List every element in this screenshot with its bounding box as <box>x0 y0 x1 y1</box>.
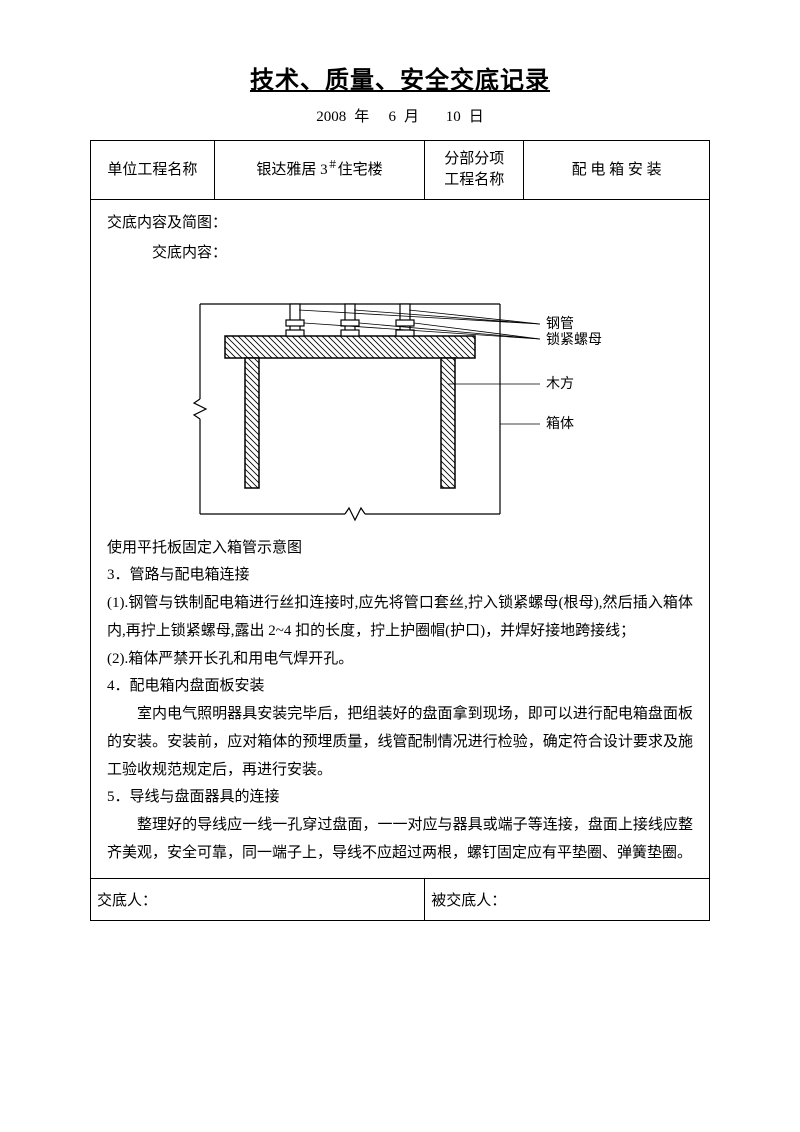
header-col2-value: 配 电 箱 安 装 <box>524 141 710 200</box>
label-box: 箱体 <box>546 416 574 432</box>
content-heading: 交底内容及简图： <box>107 210 693 238</box>
section-3-2: (2).箱体严禁开长孔和用电气焊开孔。 <box>107 646 693 674</box>
diagram-wrap: 钢管 锁紧螺母 木方 箱体 <box>107 274 693 529</box>
footer-row: 交底人： 被交底人： <box>91 878 710 920</box>
section-4-title: 4．配电箱内盘面板安装 <box>107 673 693 701</box>
month-unit: 月 <box>404 109 419 125</box>
project-name-suffix: 住宅楼 <box>338 162 383 178</box>
footer-right: 被交底人： <box>425 878 710 920</box>
header-col1-label: 单位工程名称 <box>91 141 215 200</box>
content-row: 交底内容及简图： 交底内容： <box>91 200 710 879</box>
date-line: 2008 年 6月 10 日 <box>90 105 710 126</box>
label-steel-pipe: 钢管 <box>546 316 574 332</box>
diagram-caption: 使用平托板固定入箱管示意图 <box>107 535 693 563</box>
month-value: 6 <box>388 109 396 125</box>
day-value: 10 <box>446 109 461 125</box>
year-unit: 年 <box>354 109 369 125</box>
footer-left: 交底人： <box>91 878 425 920</box>
year-value: 2008 <box>316 109 346 125</box>
content-cell: 交底内容及简图： 交底内容： <box>91 200 710 879</box>
project-name-sup: ＃ <box>328 160 338 171</box>
project-name-prefix: 银达雅居 3 <box>256 162 327 178</box>
section-3-title: 3．管路与配电箱连接 <box>107 562 693 590</box>
content-subheading: 交底内容： <box>107 240 693 268</box>
section-4-body: 室内电气照明器具安装完毕后，把组装好的盘面拿到现场，即可以进行配电箱盘面板的安装… <box>107 701 693 784</box>
header-row: 单位工程名称 银达雅居 3＃住宅楼 分部分项 工程名称 配 电 箱 安 装 <box>91 141 710 200</box>
section-5-title: 5．导线与盘面器具的连接 <box>107 784 693 812</box>
body-text: 使用平托板固定入箱管示意图 3．管路与配电箱连接 (1).钢管与铁制配电箱进行丝… <box>107 535 693 868</box>
section-3-1: (1).钢管与铁制配电箱进行丝扣连接时,应先将管口套丝,拧入锁紧螺母(根母),然… <box>107 590 693 646</box>
header-col2-label-line1: 分部分项 <box>444 151 504 167</box>
box-pipe-diagram: 钢管 锁紧螺母 木方 箱体 <box>170 274 630 529</box>
pipe-group <box>286 304 414 336</box>
header-col2-label-line2: 工程名称 <box>444 172 504 188</box>
label-wood: 木方 <box>546 376 574 392</box>
record-table: 单位工程名称 银达雅居 3＃住宅楼 分部分项 工程名称 配 电 箱 安 装 交底… <box>90 140 710 921</box>
section-5-body: 整理好的导线应一线一孔穿过盘面，一一对应与器具或端子等连接，盘面上接线应整齐美观… <box>107 812 693 868</box>
day-unit: 日 <box>469 109 484 125</box>
header-col2-label: 分部分项 工程名称 <box>425 141 524 200</box>
header-col1-value: 银达雅居 3＃住宅楼 <box>214 141 424 200</box>
page: 技术、质量、安全交底记录 2008 年 6月 10 日 单位工程名称 银达雅居 3＃… <box>0 0 800 961</box>
label-locknut: 锁紧螺母 <box>546 332 602 348</box>
document-title: 技术、质量、安全交底记录 <box>90 60 710 95</box>
